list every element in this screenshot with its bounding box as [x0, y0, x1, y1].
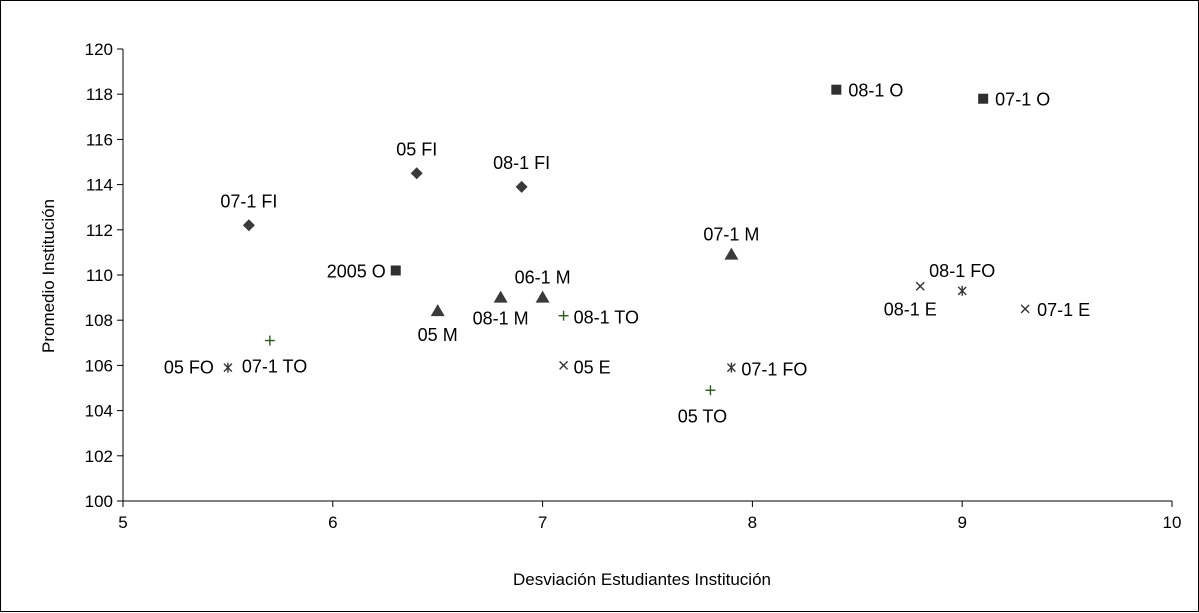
- marker-stroke: [559, 360, 569, 370]
- point-label: 05 FI: [396, 139, 437, 159]
- marker-stroke: [1020, 304, 1030, 314]
- diamond-marker: [242, 219, 255, 232]
- star-marker: [957, 285, 967, 296]
- x-axis-title: Desviación Estudiantes Institución: [513, 570, 771, 589]
- point-label: 07-1 E: [1037, 300, 1090, 320]
- point-label: 07-1 FI: [220, 191, 277, 211]
- point-label: 05 TO: [678, 406, 727, 426]
- triangle-marker: [535, 290, 550, 303]
- y-tick-label: 112: [86, 221, 113, 240]
- y-tick-label: 118: [86, 85, 113, 104]
- plus-marker: [705, 385, 716, 396]
- x-tick-label: 5: [118, 513, 127, 532]
- point-label: 07-1 M: [703, 225, 759, 245]
- point-label: 05 FO: [164, 358, 214, 378]
- y-tick-label: 110: [86, 266, 113, 285]
- x-marker: [1020, 304, 1030, 314]
- triangle-marker: [493, 290, 508, 303]
- y-tick-label: 116: [86, 130, 113, 149]
- point-labels: 07-1 FI 05 FI 08-1 FI 2005 O 08-1 O 07-1 O 05 …: [164, 81, 1090, 427]
- diamond-marker: [410, 167, 423, 180]
- y-tick-label: 104: [85, 402, 113, 421]
- star-marker: [223, 362, 233, 373]
- x-tick-label: 7: [538, 513, 547, 532]
- data-points: [223, 84, 1030, 396]
- point-label: 08-1 M: [473, 309, 529, 329]
- x-tick-label: 9: [957, 513, 966, 532]
- axes: 100 102 104 106 108 110 112 114 116 118 120 5 6 7 8 9 10: [85, 40, 1182, 532]
- x-tick-label: 8: [748, 513, 757, 532]
- point-label: 08-1 TO: [574, 308, 639, 328]
- point-label: 08-1 FO: [929, 261, 995, 281]
- x-tick-label: 6: [328, 513, 337, 532]
- y-tick-label: 120: [85, 40, 113, 59]
- point-label: 05 E: [574, 357, 611, 377]
- y-tick-label: 114: [86, 176, 113, 195]
- y-tick-label: 108: [85, 311, 113, 330]
- square-marker: [390, 265, 401, 276]
- point-label: 07-1 FO: [741, 360, 807, 380]
- diamond-marker: [515, 180, 528, 193]
- triangle-marker: [724, 247, 739, 260]
- point-label: 08-1 E: [884, 299, 937, 319]
- y-axis-title: Promedio Institución: [39, 199, 58, 353]
- y-tick-label: 102: [85, 447, 113, 466]
- triangle-marker: [430, 304, 445, 317]
- point-label: 2005 O: [327, 261, 386, 281]
- y-tick-label: 100: [85, 492, 113, 511]
- star-marker: [726, 362, 736, 373]
- x-marker: [915, 281, 925, 291]
- y-tick-label: 106: [85, 356, 113, 375]
- x-tick-label: 10: [1163, 513, 1182, 532]
- square-marker: [978, 93, 989, 104]
- plus-marker: [558, 310, 569, 321]
- point-label: 08-1 O: [848, 81, 903, 101]
- point-label: 08-1 FI: [493, 153, 550, 173]
- marker-stroke: [915, 281, 925, 291]
- point-label: 07-1 O: [995, 90, 1050, 110]
- plus-marker: [264, 335, 275, 346]
- point-label: 06-1 M: [515, 268, 571, 288]
- point-label: 05 M: [418, 325, 458, 345]
- point-label: 07-1 TO: [242, 357, 307, 377]
- x-marker: [559, 360, 569, 370]
- square-marker: [831, 84, 842, 95]
